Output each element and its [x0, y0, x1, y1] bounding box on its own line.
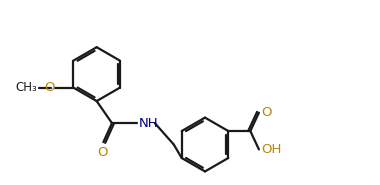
Text: O: O [98, 146, 108, 159]
Text: O: O [261, 106, 271, 119]
Text: NH: NH [139, 117, 158, 130]
Text: CH₃: CH₃ [15, 81, 37, 94]
Text: OH: OH [261, 143, 281, 156]
Text: O: O [44, 81, 54, 94]
